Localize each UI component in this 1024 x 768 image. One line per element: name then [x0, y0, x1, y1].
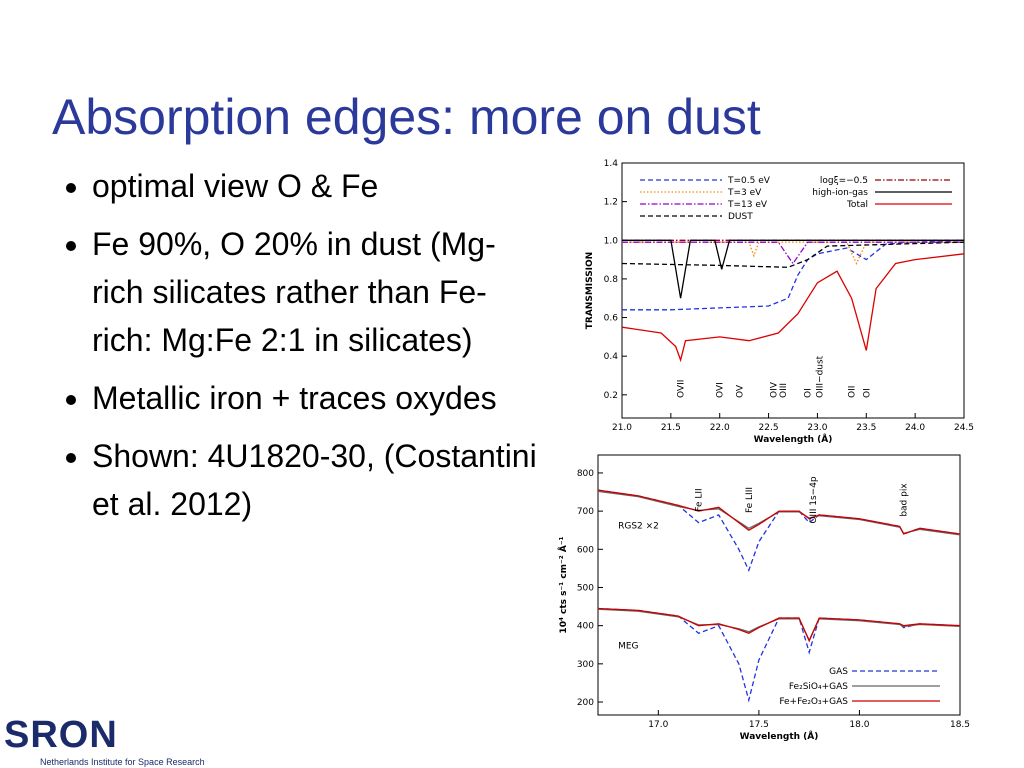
x-tick-label: 17.5 — [749, 720, 769, 730]
annotation: OIII — [779, 383, 789, 398]
legend-label: GAS — [829, 667, 848, 677]
annotation: OVI — [716, 382, 726, 398]
y-tick-label: 1.2 — [604, 198, 618, 208]
x-tick-label: 24.5 — [954, 423, 974, 433]
annotation: OV — [735, 384, 745, 398]
logo-name: SRON — [4, 714, 118, 756]
y-tick-label: 1.4 — [604, 159, 619, 169]
annotation: OIV — [769, 381, 779, 398]
annotation: RGS2 ×2 — [618, 521, 659, 531]
series-line — [621, 241, 965, 268]
x-axis-label: Wavelength (Å) — [754, 434, 833, 445]
series-line — [597, 489, 961, 535]
annotation: Fe LIII — [745, 487, 755, 513]
series-line — [622, 241, 964, 266]
bullet: optimal view O & Fe — [92, 162, 540, 210]
bullet: Metallic iron + traces oxydes — [92, 374, 540, 422]
y-tick-label: 500 — [577, 583, 594, 593]
annotation: OVII — [677, 380, 687, 398]
y-tick-label: 300 — [577, 660, 594, 670]
y-axis-label: 10⁴ cts s⁻¹ cm⁻² Å⁻¹ — [558, 536, 569, 633]
y-tick-label: 800 — [577, 469, 594, 479]
y-tick-label: 700 — [577, 507, 594, 517]
logo-subtitle: Netherlands Institute for Space Research — [40, 757, 205, 767]
x-tick-label: 23.5 — [856, 423, 876, 433]
legend-label: DUST — [728, 212, 753, 222]
legend-label: T=13 eV — [727, 200, 768, 210]
x-axis-label: Wavelength (Å) — [740, 731, 819, 742]
series-line — [621, 253, 965, 363]
annotation: Fe LII — [695, 488, 705, 511]
x-tick-label: 22.5 — [759, 423, 779, 433]
y-tick-label: 1.0 — [604, 236, 619, 246]
x-tick-label: 21.5 — [661, 423, 681, 433]
annotation: OI — [804, 388, 814, 398]
bullet-list: optimal view O & Fe Fe 90%, O 20% in dus… — [60, 162, 540, 538]
x-tick-label: 18.5 — [950, 720, 970, 730]
y-axis-label: TRANSMISSION — [585, 252, 595, 329]
y-tick-label: 0.4 — [604, 352, 619, 362]
legend-label: high-ion-gas — [812, 188, 868, 198]
bullet: Fe 90%, O 20% in dust (Mg-rich silicates… — [92, 220, 540, 364]
bullet: Shown: 4U1820-30, (Costantini et al. 201… — [92, 432, 540, 528]
annotation: OII — [848, 386, 858, 398]
legend-label: Fe+Fe₂O₃+GAS — [779, 697, 848, 707]
annotation: OIII−dust — [815, 355, 825, 398]
y-tick-label: 400 — [577, 622, 594, 632]
y-tick-label: 0.6 — [604, 314, 619, 324]
annotation: OI — [862, 388, 872, 398]
x-tick-label: 24.0 — [905, 423, 925, 433]
annotation: OIII 1s−4p — [809, 476, 819, 524]
x-tick-label: 17.0 — [648, 720, 668, 730]
logo: SRON Netherlands Institute for Space Res… — [0, 710, 240, 768]
plot-frame — [621, 162, 965, 419]
legend-label: T=3 eV — [727, 188, 762, 198]
annotation: bad pix — [900, 483, 910, 517]
slide-title: Absorption edges: more on dust — [52, 89, 761, 145]
y-tick-label: 600 — [577, 545, 594, 555]
plot-frame — [597, 454, 961, 716]
series-line — [597, 607, 961, 643]
x-tick-label: 21.0 — [612, 423, 632, 433]
x-tick-label: 23.0 — [807, 423, 827, 433]
legend-label: logξ=−0.5 — [820, 176, 868, 186]
y-tick-label: 0.2 — [604, 391, 618, 401]
legend-label: Total — [846, 200, 868, 210]
x-tick-label: 22.0 — [710, 423, 730, 433]
x-tick-label: 18.0 — [849, 720, 869, 730]
y-tick-label: 200 — [577, 698, 594, 708]
legend-label: T=0.5 eV — [727, 176, 771, 186]
annotation: MEG — [618, 642, 638, 652]
series-line — [622, 239, 964, 299]
series-line — [622, 241, 964, 265]
y-tick-label: 0.8 — [604, 275, 619, 285]
legend-label: Fe₂SiO₄+GAS — [789, 682, 848, 692]
